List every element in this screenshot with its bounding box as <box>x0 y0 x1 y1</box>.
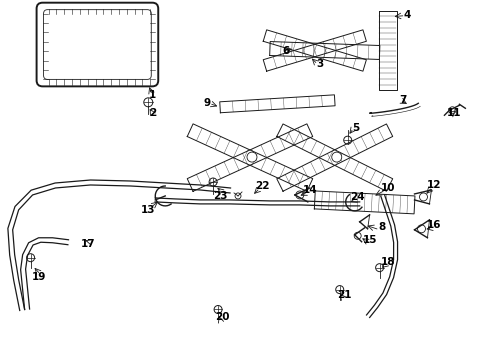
Text: 19: 19 <box>31 272 46 282</box>
Text: 15: 15 <box>362 235 376 245</box>
Text: 17: 17 <box>81 239 96 249</box>
Text: 7: 7 <box>398 95 406 105</box>
Text: 21: 21 <box>337 289 351 300</box>
Text: 9: 9 <box>203 98 210 108</box>
Text: 18: 18 <box>380 257 394 267</box>
Text: 16: 16 <box>427 220 441 230</box>
Circle shape <box>246 152 256 162</box>
Text: 22: 22 <box>254 181 269 191</box>
Circle shape <box>331 152 341 162</box>
Text: 4: 4 <box>403 10 410 20</box>
Text: 10: 10 <box>380 183 394 193</box>
Text: 20: 20 <box>214 312 229 323</box>
FancyBboxPatch shape <box>37 3 158 86</box>
Text: 6: 6 <box>282 45 289 55</box>
Text: 24: 24 <box>349 192 364 202</box>
Text: 2: 2 <box>148 108 156 118</box>
Text: 14: 14 <box>302 185 317 195</box>
Text: 3: 3 <box>316 59 323 69</box>
Text: 23: 23 <box>212 191 227 201</box>
Text: 12: 12 <box>427 180 441 190</box>
Text: 1: 1 <box>148 90 156 100</box>
Text: 8: 8 <box>377 222 385 232</box>
Text: 13: 13 <box>141 205 155 215</box>
FancyBboxPatch shape <box>43 10 151 80</box>
Text: 11: 11 <box>446 108 461 118</box>
Text: 5: 5 <box>351 123 359 133</box>
